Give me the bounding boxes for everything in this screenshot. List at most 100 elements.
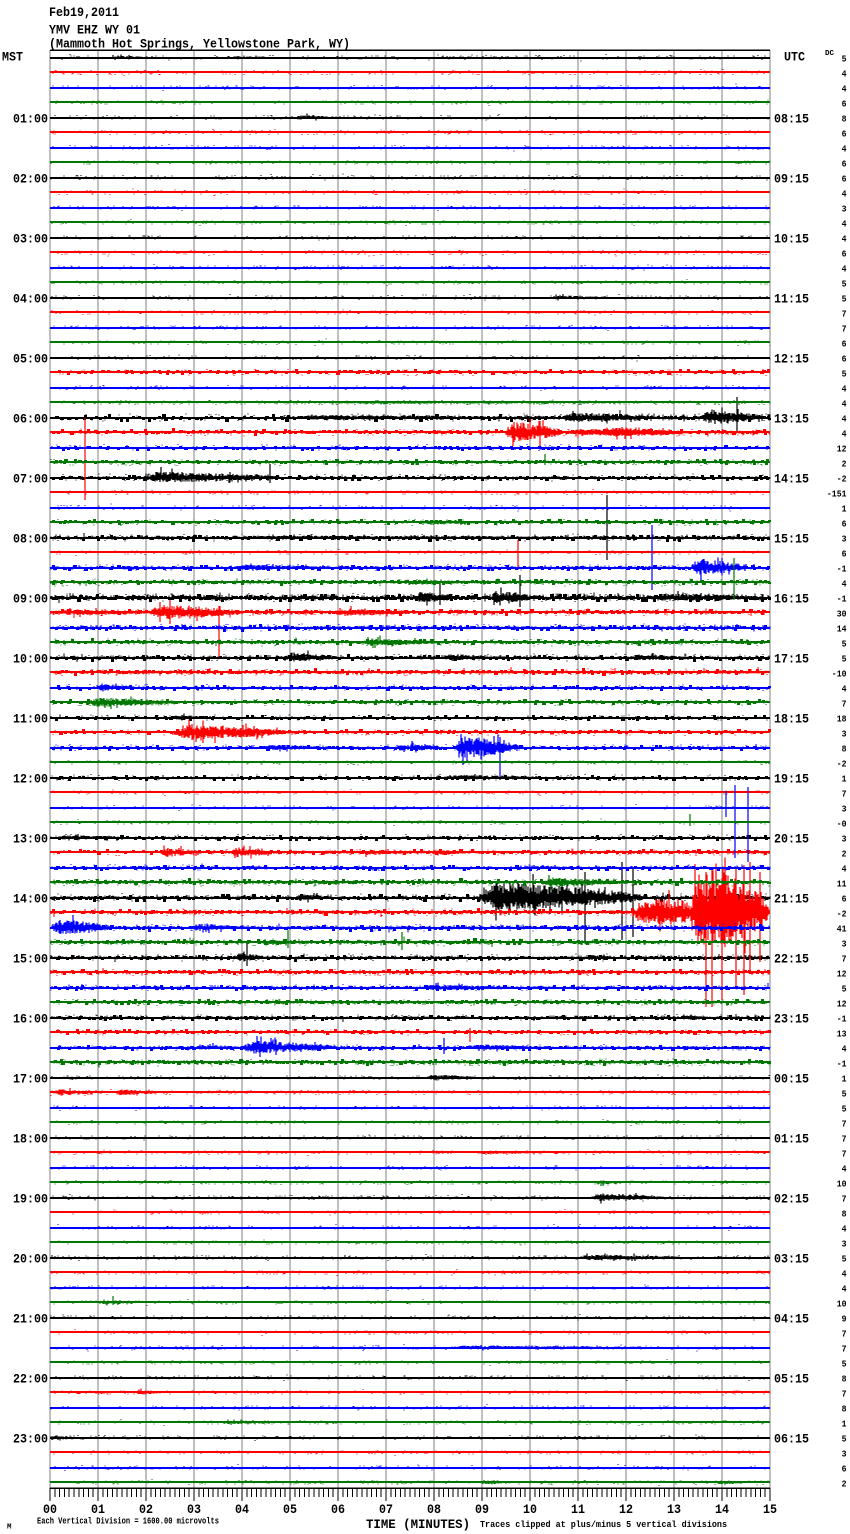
svg-text:13:15: 13:15 (774, 412, 809, 427)
svg-text:9: 9 (842, 1315, 847, 1325)
svg-text:3: 3 (842, 535, 847, 545)
svg-text:41: 41 (837, 925, 847, 935)
svg-text:06:15: 06:15 (774, 1432, 809, 1447)
svg-text:5: 5 (842, 280, 847, 290)
svg-text:Feb19,2011: Feb19,2011 (49, 5, 119, 20)
svg-text:08:00: 08:00 (13, 532, 48, 547)
svg-text:5: 5 (842, 295, 847, 305)
svg-text:04:15: 04:15 (774, 1312, 809, 1327)
svg-text:14: 14 (715, 1502, 729, 1517)
svg-text:23:15: 23:15 (774, 1012, 809, 1027)
svg-text:01:00: 01:00 (13, 112, 48, 127)
svg-text:UTC: UTC (784, 50, 805, 65)
svg-text:03:15: 03:15 (774, 1252, 809, 1267)
svg-text:MST: MST (2, 50, 23, 65)
svg-text:21:00: 21:00 (13, 1312, 48, 1327)
svg-text:4: 4 (842, 190, 847, 200)
svg-text:4: 4 (842, 865, 847, 875)
svg-text:16:15: 16:15 (774, 592, 809, 607)
svg-text:02:00: 02:00 (13, 172, 48, 187)
svg-text:17:15: 17:15 (774, 652, 809, 667)
svg-text:18:00: 18:00 (13, 1132, 48, 1147)
svg-text:14:15: 14:15 (774, 472, 809, 487)
svg-text:11:00: 11:00 (13, 712, 48, 727)
svg-text:00: 00 (43, 1502, 57, 1517)
svg-text:7: 7 (842, 1120, 847, 1130)
svg-text:4: 4 (842, 235, 847, 245)
svg-text:09: 09 (475, 1502, 489, 1517)
svg-text:4: 4 (842, 1285, 847, 1295)
svg-text:17:00: 17:00 (13, 1072, 48, 1087)
svg-text:3: 3 (842, 940, 847, 950)
svg-text:8: 8 (842, 745, 847, 755)
svg-text:5: 5 (842, 640, 847, 650)
svg-text:23:00: 23:00 (13, 1432, 48, 1447)
svg-text:8: 8 (842, 1405, 847, 1415)
svg-text:4: 4 (842, 220, 847, 230)
svg-text:13: 13 (837, 1030, 847, 1040)
svg-text:7: 7 (842, 1135, 847, 1145)
svg-text:5: 5 (842, 55, 847, 65)
svg-text:07:00: 07:00 (13, 472, 48, 487)
svg-text:09:15: 09:15 (774, 172, 809, 187)
svg-text:21:15: 21:15 (774, 892, 809, 907)
svg-text:08:15: 08:15 (774, 112, 809, 127)
svg-text:18: 18 (837, 715, 847, 725)
svg-text:8: 8 (842, 115, 847, 125)
svg-text:15: 15 (763, 1502, 777, 1517)
svg-text:07: 07 (379, 1502, 393, 1517)
svg-text:11: 11 (837, 880, 847, 890)
svg-text:06:00: 06:00 (13, 412, 48, 427)
svg-text:3: 3 (842, 1240, 847, 1250)
svg-text:11:15: 11:15 (774, 292, 809, 307)
svg-text:04:00: 04:00 (13, 292, 48, 307)
svg-text:12:00: 12:00 (13, 772, 48, 787)
svg-text:6: 6 (842, 250, 847, 260)
svg-text:00:15: 00:15 (774, 1072, 809, 1087)
svg-text:-2: -2 (837, 760, 847, 770)
svg-text:10: 10 (837, 1180, 847, 1190)
svg-text:-151: -151 (827, 490, 847, 500)
svg-text:6: 6 (842, 895, 847, 905)
svg-text:3: 3 (842, 730, 847, 740)
svg-text:09:00: 09:00 (13, 592, 48, 607)
svg-text:1: 1 (842, 1420, 847, 1430)
svg-text:3: 3 (842, 1450, 847, 1460)
svg-text:03: 03 (187, 1502, 201, 1517)
svg-text:03:00: 03:00 (13, 232, 48, 247)
svg-text:10:00: 10:00 (13, 652, 48, 667)
svg-text:20:15: 20:15 (774, 832, 809, 847)
svg-text:13: 13 (667, 1502, 681, 1517)
svg-text:14: 14 (837, 625, 847, 635)
svg-text:8: 8 (842, 1375, 847, 1385)
svg-text:4: 4 (842, 415, 847, 425)
svg-text:-2: -2 (837, 475, 847, 485)
svg-text:1: 1 (842, 505, 847, 515)
svg-text:8: 8 (842, 1210, 847, 1220)
svg-text:4: 4 (842, 265, 847, 275)
svg-text:7: 7 (842, 700, 847, 710)
svg-text:7: 7 (842, 310, 847, 320)
svg-text:15:00: 15:00 (13, 952, 48, 967)
svg-text:TIME (MINUTES): TIME (MINUTES) (366, 1517, 470, 1532)
svg-text:15:15: 15:15 (774, 532, 809, 547)
svg-text:13:00: 13:00 (13, 832, 48, 847)
svg-text:6: 6 (842, 130, 847, 140)
svg-text:-1: -1 (837, 1060, 847, 1070)
svg-text:M: M (7, 1524, 12, 1532)
svg-text:5: 5 (842, 985, 847, 995)
svg-text:12: 12 (837, 1000, 847, 1010)
svg-text:5: 5 (842, 1360, 847, 1370)
svg-text:12: 12 (837, 970, 847, 980)
svg-text:7: 7 (842, 1150, 847, 1160)
svg-text:7: 7 (842, 955, 847, 965)
svg-text:4: 4 (842, 85, 847, 95)
svg-text:6: 6 (842, 520, 847, 530)
svg-text:6: 6 (842, 1465, 847, 1475)
svg-text:3: 3 (842, 205, 847, 215)
svg-text:01:15: 01:15 (774, 1132, 809, 1147)
svg-text:4: 4 (842, 685, 847, 695)
svg-text:12:15: 12:15 (774, 352, 809, 367)
svg-text:12: 12 (619, 1502, 633, 1517)
svg-text:19:15: 19:15 (774, 772, 809, 787)
